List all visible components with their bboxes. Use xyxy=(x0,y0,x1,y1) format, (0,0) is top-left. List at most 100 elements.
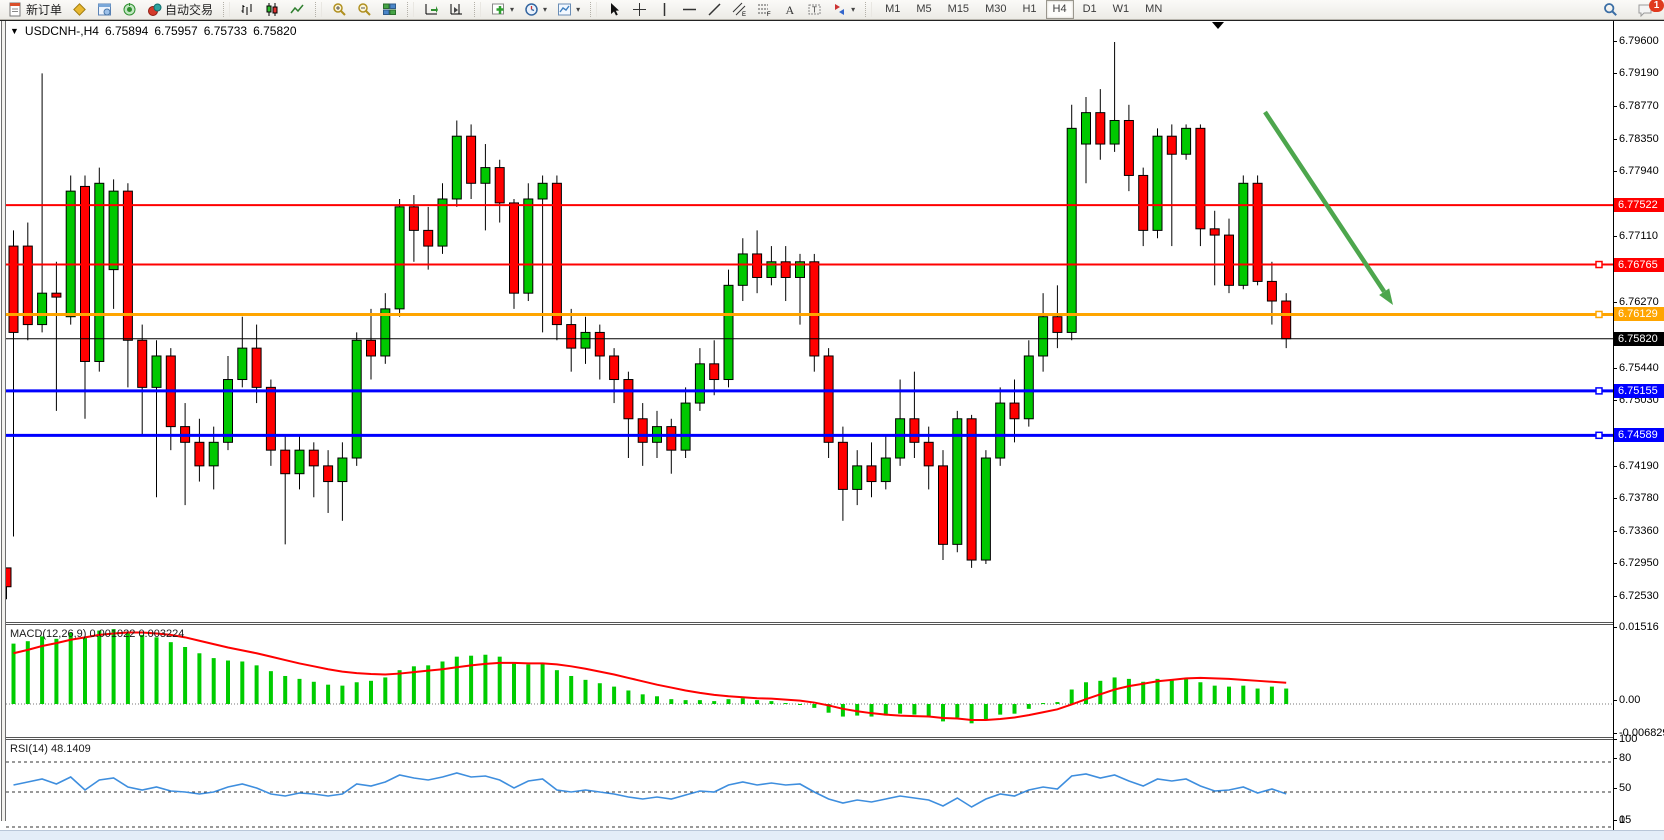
notification-badge: 1 xyxy=(1649,0,1664,12)
price-line-label: 6.75155 xyxy=(1614,384,1664,398)
axis-tick-label: 0.00 xyxy=(1613,694,1641,706)
svg-text:T: T xyxy=(812,6,817,15)
chart-window: ▼ USDCNH-,H4 6.75894 6.75957 6.75733 6.7… xyxy=(0,20,1664,840)
vertical-line-button[interactable] xyxy=(652,0,677,20)
tile-windows-button[interactable] xyxy=(377,0,402,20)
indicators-button[interactable]: ▾ xyxy=(486,0,519,20)
rsi-chart[interactable] xyxy=(6,740,1613,834)
symbol-period-label: USDCNH-,H4 xyxy=(24,24,99,38)
axis-tick-label: 6.74190 xyxy=(1614,460,1659,472)
horizontal-line-button[interactable] xyxy=(677,0,702,20)
text-button[interactable]: A xyxy=(777,0,802,20)
axis-tick-label: 6.78350 xyxy=(1614,133,1659,145)
zoom-out-button[interactable] xyxy=(352,0,377,20)
cursor-icon xyxy=(607,2,622,17)
zoom-in-button[interactable] xyxy=(327,0,352,20)
autoscroll-icon xyxy=(424,2,439,17)
axis-tick-label: -0.006829 xyxy=(1614,727,1664,740)
price-line-label: 6.74589 xyxy=(1614,428,1664,442)
navigator-icon xyxy=(122,2,137,17)
timeframe-button-D1[interactable]: D1 xyxy=(1082,3,1097,15)
timeframe-button-M30[interactable]: M30 xyxy=(985,3,1007,15)
price-line-label: 6.76765 xyxy=(1614,258,1664,272)
timeframe-button-H4[interactable]: H4 xyxy=(1045,0,1074,19)
axis-tick-label: 0.01516 xyxy=(1614,621,1659,633)
chart-shift-button[interactable] xyxy=(444,0,469,20)
timeframe-button-M1[interactable]: M1 xyxy=(885,3,901,15)
toolbar: 新订单 自动交易 ▾ ▾ ▾ E F A T ▾ M1 M5 M15 M30 H1 H4 D1 W1 MN xyxy=(0,0,1664,20)
timeframe-button-M15[interactable]: M15 xyxy=(947,3,970,15)
price-line-label: 6.75820 xyxy=(1614,332,1664,346)
axis-tick-label: 6.79600 xyxy=(1614,35,1659,47)
data-window-button[interactable] xyxy=(92,0,117,20)
search-button[interactable] xyxy=(1598,0,1623,20)
ohlc-low: 6.75733 xyxy=(203,24,248,38)
new-order-icon xyxy=(8,2,23,17)
templates-button[interactable]: ▾ xyxy=(552,0,585,20)
shift-icon xyxy=(449,2,464,17)
label-button[interactable]: T xyxy=(802,0,827,20)
timeframe-button-W1[interactable]: W1 xyxy=(1112,3,1130,15)
arrows-button[interactable]: ▾ xyxy=(827,0,860,20)
candlestick-chart-button[interactable] xyxy=(260,0,285,20)
timeframe-button-M5[interactable]: M5 xyxy=(916,3,932,15)
fibonacci-button[interactable]: F xyxy=(752,0,777,20)
axis-tick-label: 6.77940 xyxy=(1614,165,1659,177)
candlestick-chart[interactable] xyxy=(6,21,1613,619)
svg-text:E: E xyxy=(742,12,746,17)
autotrading-button[interactable]: 自动交易 xyxy=(142,0,218,20)
chevron-down-icon: ▾ xyxy=(576,5,581,14)
trendline-button[interactable] xyxy=(702,0,727,20)
axis-tick-label: 100 xyxy=(1613,733,1638,745)
axis-tick-label: 6.72530 xyxy=(1614,590,1659,602)
main-chart-panel[interactable] xyxy=(6,21,1613,619)
axis-tick-label: 6.72950 xyxy=(1614,557,1659,569)
price-line-label: 6.76129 xyxy=(1614,307,1664,321)
axis-tick-label: 6.73360 xyxy=(1614,525,1659,537)
periods-button[interactable]: ▾ xyxy=(519,0,552,20)
trendline-icon xyxy=(707,2,722,17)
bars-icon xyxy=(240,2,255,17)
timeframe-button-H1[interactable]: H1 xyxy=(1022,3,1037,15)
svg-text:A: A xyxy=(786,3,795,17)
rsi-label: RSI(14) 48.1409 xyxy=(10,743,91,755)
market-watch-button[interactable] xyxy=(67,0,92,20)
toolbar-separator xyxy=(474,2,482,17)
new-order-button-label: 新订单 xyxy=(26,3,63,17)
chevron-down-icon: ▾ xyxy=(851,5,856,14)
macd-chart[interactable] xyxy=(6,625,1613,737)
macd-panel[interactable]: MACD(12,26,9) 0.001022 0.003224 xyxy=(6,622,1613,737)
cursor-button[interactable] xyxy=(602,0,627,20)
auto-scroll-button[interactable] xyxy=(419,0,444,20)
crosshair-button[interactable] xyxy=(627,0,652,20)
price-axis[interactable]: 6.79600 6.79190 6.78770 6.78350 6.77940 6.771… xyxy=(1613,21,1664,831)
ohlc-high: 6.75957 xyxy=(154,24,198,38)
new-order-button[interactable]: 新订单 xyxy=(3,0,67,20)
window-left-frame xyxy=(1,21,6,821)
bottom-strip xyxy=(0,830,1664,840)
chevron-down-icon: ▾ xyxy=(543,5,548,14)
search-icon xyxy=(1603,2,1618,17)
bar-chart-button[interactable] xyxy=(235,0,260,20)
rsi-panel[interactable]: RSI(14) 48.1409 xyxy=(6,737,1613,835)
chart-title: ▼ USDCNH-,H4 6.75894 6.75957 6.75733 6.7… xyxy=(10,24,297,38)
toolbar-separator xyxy=(223,2,231,17)
toolbar-separator xyxy=(865,2,873,17)
navigator-button[interactable] xyxy=(117,0,142,20)
price-line-label: 6.77522 xyxy=(1614,198,1664,212)
ohlc-close: 6.75820 xyxy=(253,24,297,38)
timeframe-button-MN[interactable]: MN xyxy=(1145,3,1163,15)
chevron-down-icon: ▾ xyxy=(510,5,515,14)
macd-value-1: 0.001022 xyxy=(89,628,136,640)
linechart-icon xyxy=(290,2,305,17)
tiles-icon xyxy=(382,2,397,17)
line-chart-button[interactable] xyxy=(285,0,310,20)
collapse-icon[interactable]: ▼ xyxy=(10,26,19,36)
axis-tick-label: 6.78770 xyxy=(1614,100,1659,112)
notifications-button[interactable]: 1 xyxy=(1633,0,1664,20)
fibo-icon: F xyxy=(757,2,772,17)
vline-icon xyxy=(657,2,672,17)
market-watch-icon xyxy=(72,2,87,17)
channel-button[interactable]: E xyxy=(727,0,752,20)
ohlc-open: 6.75894 xyxy=(104,24,149,38)
